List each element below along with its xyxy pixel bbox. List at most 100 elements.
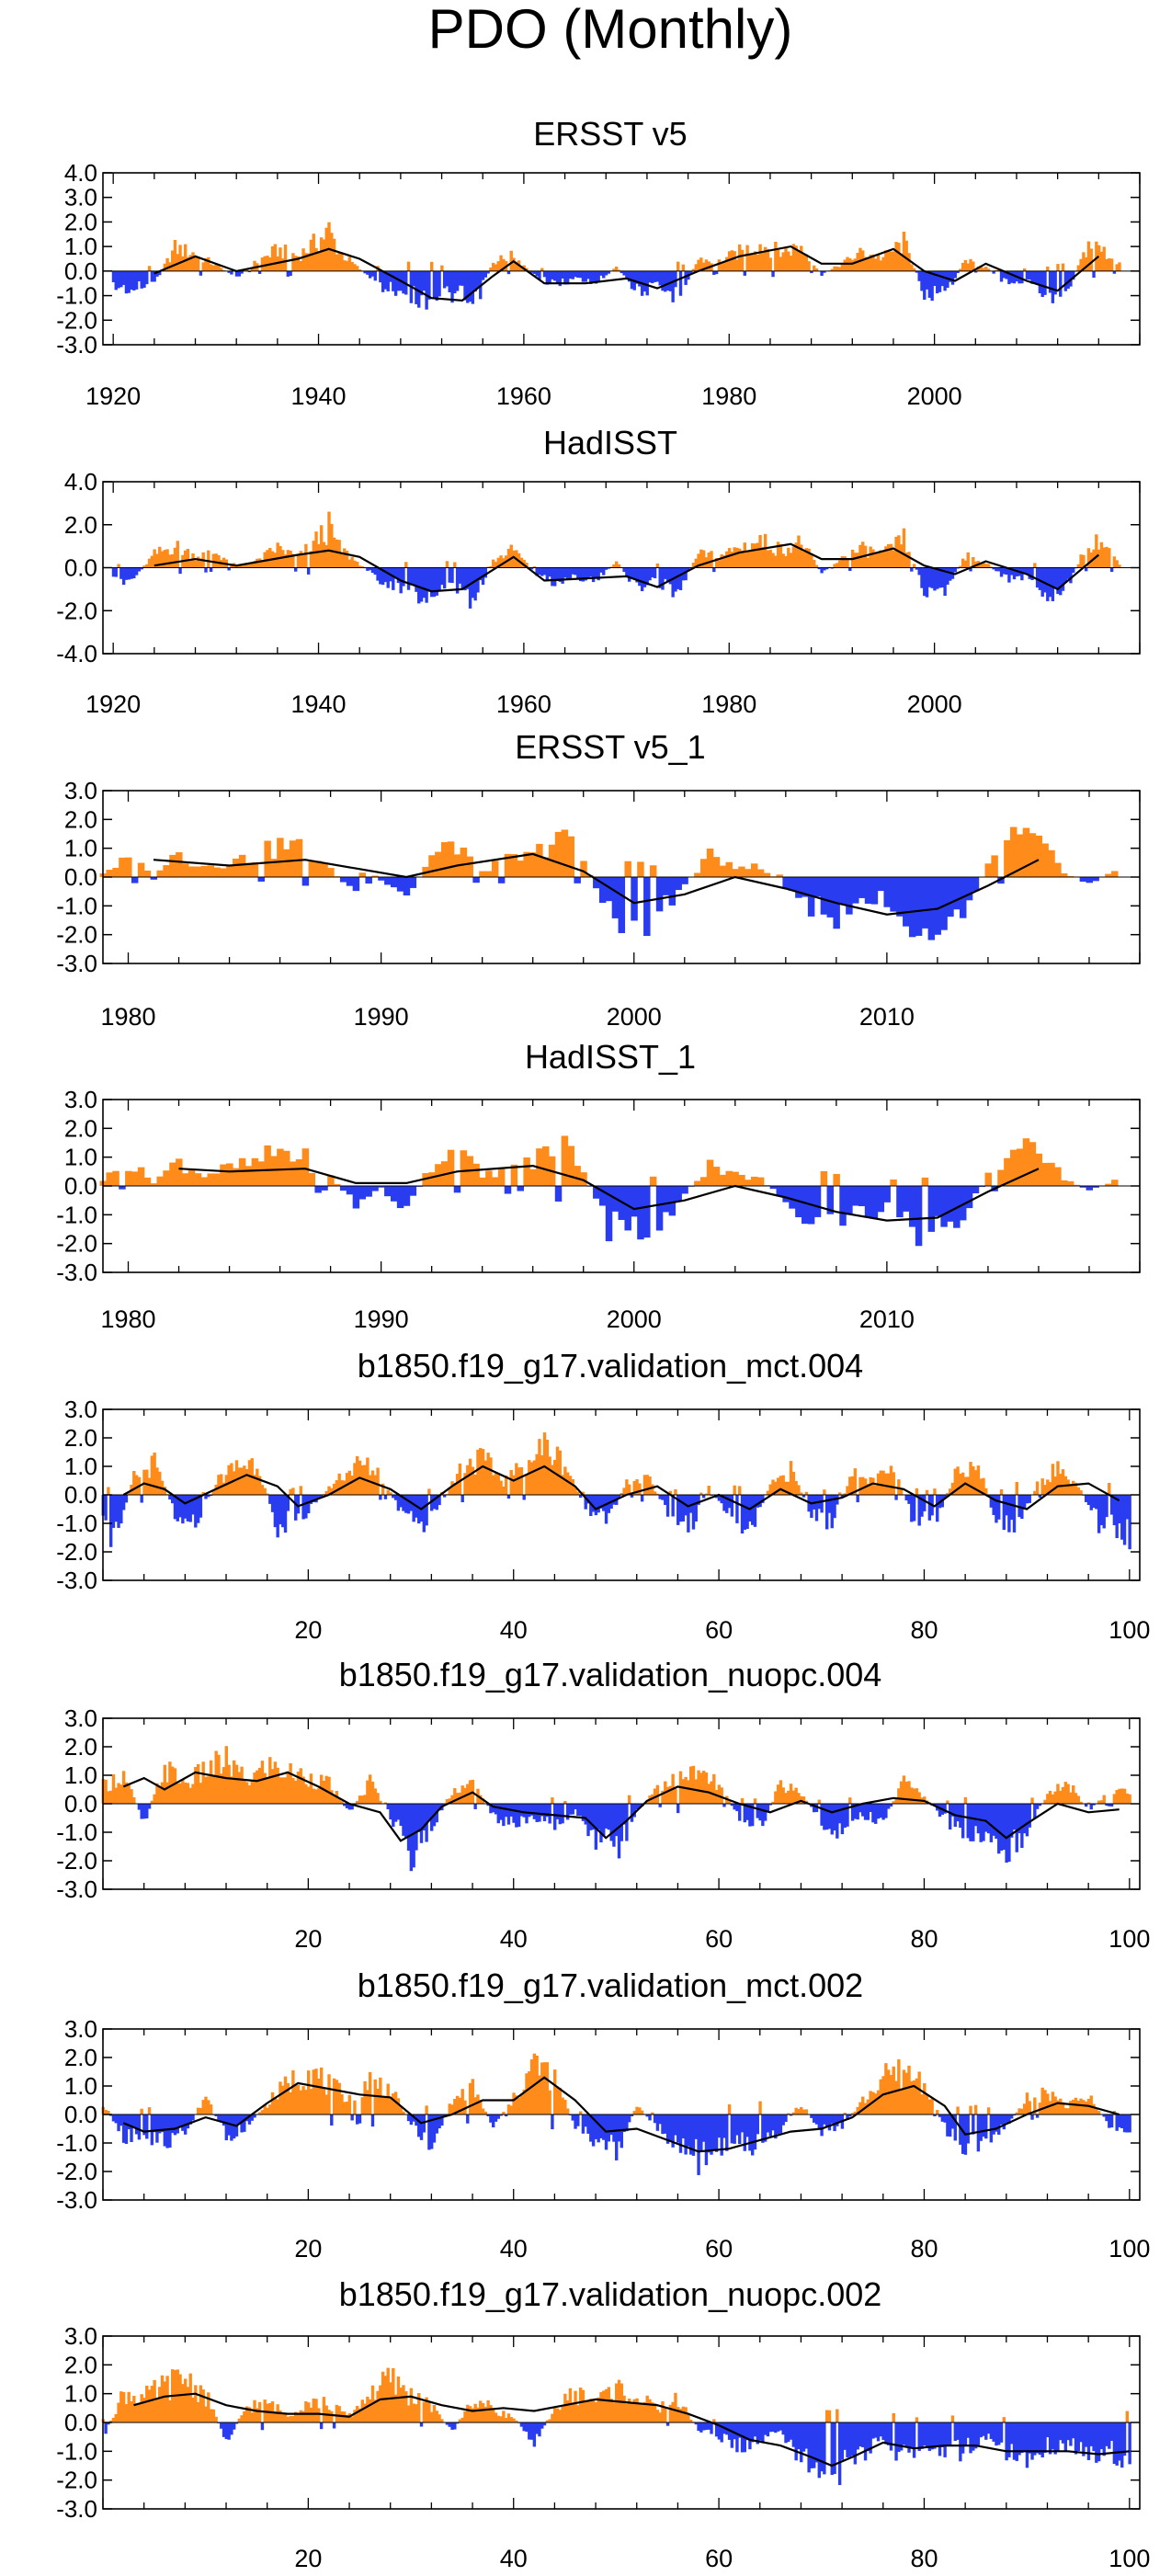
anomaly-bar <box>247 2407 252 2422</box>
anomaly-bar <box>615 2383 619 2422</box>
anomaly-bar <box>1084 1804 1088 1807</box>
anomaly-bar <box>1005 2422 1008 2461</box>
anomaly-bar <box>761 2114 765 2143</box>
anomaly-bar <box>114 1495 118 1522</box>
anomaly-bar <box>704 1493 709 1495</box>
anomaly-bar <box>1086 2422 1091 2460</box>
anomaly-bar <box>1007 2114 1011 2125</box>
anomaly-bar <box>555 1804 560 1819</box>
anomaly-bar <box>824 1804 829 1830</box>
anomaly-bar <box>735 547 739 568</box>
anomaly-bar <box>360 1795 364 1804</box>
anomaly-bar <box>308 1172 316 1186</box>
anomaly-bar <box>594 567 598 579</box>
anomaly-bar <box>199 558 203 568</box>
anomaly-bar <box>912 268 916 271</box>
anomaly-bar <box>1010 567 1014 576</box>
anomaly-bar <box>335 2080 339 2114</box>
anomaly-bar <box>940 2422 944 2447</box>
anomaly-bar <box>448 1487 451 1495</box>
anomaly-bar <box>188 1787 192 1804</box>
y-tick-label: 1.0 <box>64 1453 97 1480</box>
anomaly-bar <box>347 559 352 568</box>
anomaly-bar <box>1089 1495 1093 1510</box>
anomaly-bar <box>455 1474 460 1495</box>
anomaly-bar <box>591 1495 596 1512</box>
anomaly-bar <box>676 261 680 271</box>
anomaly-bar <box>894 1495 898 1500</box>
anomaly-bar <box>856 553 859 568</box>
anomaly-bar <box>130 2114 133 2142</box>
anomaly-bar <box>1002 1495 1006 1531</box>
anomaly-bar <box>240 2415 244 2422</box>
x-tick-label: 100 <box>1108 1925 1150 1953</box>
y-tick-label: -3.0 <box>56 331 97 359</box>
anomaly-bar <box>153 1452 156 1495</box>
anomaly-bar <box>1109 258 1114 271</box>
anomaly-bar <box>694 558 698 568</box>
anomaly-bar <box>256 558 259 568</box>
anomaly-bar <box>455 567 460 594</box>
anomaly-bar <box>664 2407 667 2422</box>
anomaly-bar <box>345 260 349 271</box>
anomaly-bar <box>309 2407 313 2422</box>
anomaly-bar <box>574 270 577 278</box>
anomaly-bar <box>403 877 411 895</box>
anomaly-bar <box>823 1489 826 1495</box>
anomaly-bar <box>1043 270 1047 295</box>
anomaly-bar <box>936 1495 939 1522</box>
anomaly-bar <box>494 1804 498 1815</box>
anomaly-bar <box>896 1186 904 1218</box>
anomaly-bar <box>532 566 537 568</box>
anomaly-bar <box>163 1487 166 1495</box>
anomaly-bar <box>230 1463 233 1495</box>
anomaly-bar <box>337 1797 341 1804</box>
anomaly-bar <box>476 2094 480 2114</box>
anomaly-bar <box>114 2114 118 2124</box>
anomaly-bar <box>277 1148 284 1186</box>
anomaly-bar <box>468 270 472 302</box>
anomaly-bar <box>186 1783 190 1804</box>
anomaly-bar <box>1025 2422 1029 2468</box>
anomaly-bar <box>969 2105 972 2114</box>
anomaly-bar <box>886 1473 891 1495</box>
anomaly-bar <box>322 2397 326 2422</box>
anomaly-bar <box>217 1475 221 1495</box>
anomaly-bar <box>856 1495 859 1503</box>
anomaly-bar <box>1022 567 1027 574</box>
anomaly-bar <box>163 1764 166 1804</box>
anomaly-bar <box>892 550 895 568</box>
anomaly-bar <box>1010 1149 1018 1186</box>
anomaly-bar <box>1120 2114 1124 2129</box>
anomaly-bar <box>1056 567 1060 595</box>
anomaly-bar <box>417 567 421 604</box>
anomaly-bar <box>188 2114 192 2125</box>
anomaly-bar <box>1043 1799 1047 1804</box>
anomaly-bar <box>655 877 664 912</box>
anomaly-bar <box>538 270 541 279</box>
anomaly-bar <box>140 2108 143 2114</box>
anomaly-bar <box>322 541 326 568</box>
anomaly-bar <box>781 553 785 568</box>
anomaly-bar <box>168 554 172 568</box>
anomaly-bar <box>989 2422 994 2439</box>
anomaly-bar <box>697 1770 700 1804</box>
x-tick-label: 1990 <box>354 1003 409 1031</box>
anomaly-bar <box>220 268 223 271</box>
anomaly-bar <box>266 2107 269 2114</box>
anomaly-bar <box>694 2114 698 2139</box>
anomaly-bar <box>969 258 972 271</box>
anomaly-bar <box>992 1495 995 1515</box>
anomaly-bar <box>1028 270 1031 280</box>
anomaly-bar <box>304 1784 308 1804</box>
anomaly-bar <box>956 1466 960 1495</box>
anomaly-bar <box>781 1475 785 1495</box>
anomaly-bar <box>743 270 747 276</box>
anomaly-bar <box>1108 257 1111 271</box>
anomaly-bar <box>515 1804 518 1828</box>
anomaly-bar <box>417 1804 421 1832</box>
anomaly-bar <box>356 1456 359 1495</box>
anomaly-bar <box>466 567 470 589</box>
anomaly-bar <box>597 2114 600 2143</box>
anomaly-bar <box>691 1495 696 1530</box>
